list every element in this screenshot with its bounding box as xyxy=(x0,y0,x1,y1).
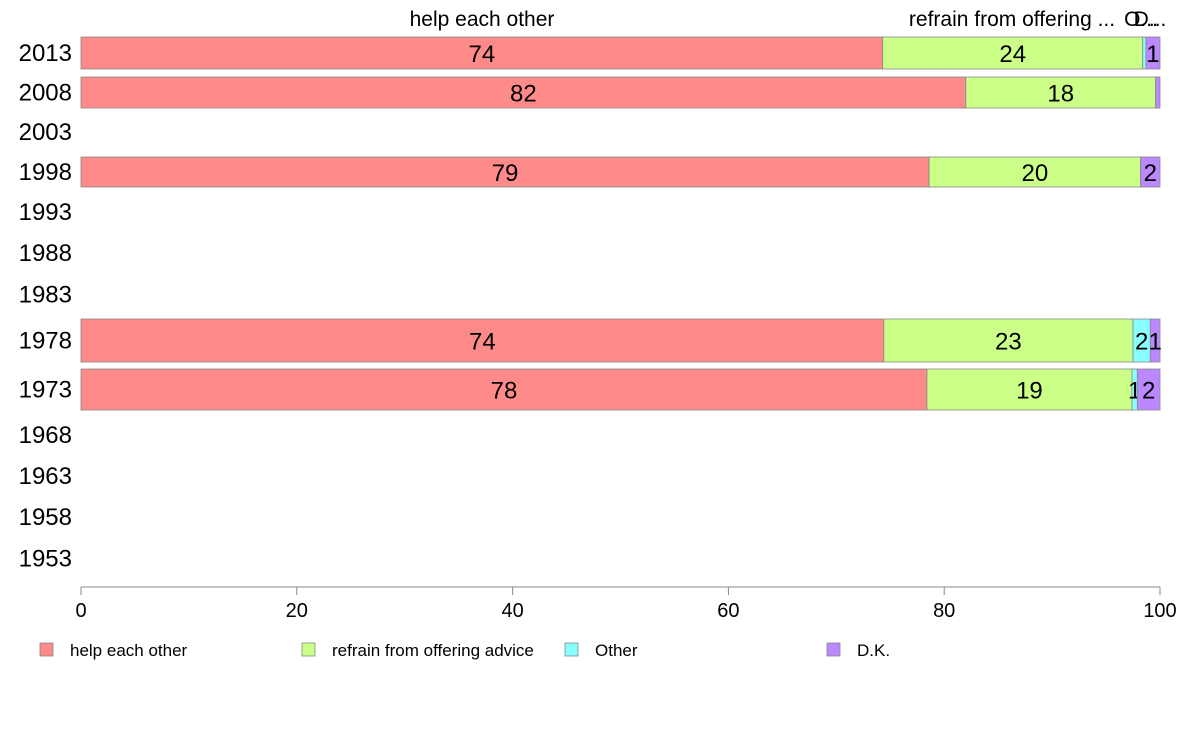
bar-value-label: 74 xyxy=(468,41,495,68)
x-tick-label: 80 xyxy=(933,600,955,622)
year-label: 2008 xyxy=(19,80,72,107)
bar-value-label: 1 xyxy=(1146,41,1159,68)
x-tick-label: 20 xyxy=(286,600,308,622)
bar-value-label: 2 xyxy=(1144,160,1157,187)
year-label: 1978 xyxy=(19,328,72,355)
bar-value-label: 23 xyxy=(995,329,1022,356)
x-tick-label: 40 xyxy=(501,600,523,622)
bar-value-label: 79 xyxy=(492,160,519,187)
bar-segment xyxy=(1136,368,1161,411)
year-label: 2003 xyxy=(19,119,72,146)
series-top-label: D... xyxy=(1134,8,1167,31)
year-label: 1963 xyxy=(19,463,72,490)
bar-segment xyxy=(1149,318,1161,363)
x-tick-label: 0 xyxy=(75,600,86,622)
legend-swatch xyxy=(301,642,316,657)
bar-segment xyxy=(926,368,1133,411)
bar-value-label: 74 xyxy=(469,329,496,356)
bar-segment xyxy=(80,76,967,109)
bar-value-label: 2 xyxy=(1135,329,1148,356)
bar-value-label: 18 xyxy=(1047,81,1074,108)
bar-segment xyxy=(928,156,1141,188)
year-label: 1968 xyxy=(19,422,72,449)
legend-swatch xyxy=(39,642,54,657)
bar-segment xyxy=(883,318,1134,363)
series-top-label: O... xyxy=(1124,8,1158,31)
series-top-label: refrain from offering ... xyxy=(909,8,1115,31)
year-label: 2013 xyxy=(19,40,72,67)
year-label: 1958 xyxy=(19,504,72,531)
year-label: 1993 xyxy=(19,199,72,226)
x-tick-label: 60 xyxy=(717,600,739,622)
bar-segment xyxy=(1145,36,1161,70)
bar-value-label: 24 xyxy=(999,41,1026,68)
bar-segment xyxy=(80,318,885,363)
bar-value-label: 78 xyxy=(491,378,518,405)
bar-value-label: 1 xyxy=(1148,329,1161,356)
legend-swatch xyxy=(564,642,579,657)
year-label: 1998 xyxy=(19,159,72,186)
year-label: 1973 xyxy=(19,377,72,404)
bar-segment xyxy=(965,76,1157,109)
bar-segment xyxy=(1140,156,1161,188)
legend-label: Other xyxy=(595,641,638,660)
bar-segment xyxy=(1155,76,1161,109)
bar-segment xyxy=(80,36,884,70)
legend-label: help each other xyxy=(70,641,188,660)
legend-label: refrain from offering advice xyxy=(332,641,534,660)
bar-value-label: 19 xyxy=(1016,378,1043,405)
bar-value-label: 82 xyxy=(510,81,537,108)
year-label: 1983 xyxy=(19,282,72,309)
bar-segment xyxy=(80,156,930,188)
bar-segment xyxy=(882,36,1144,70)
year-label: 1953 xyxy=(19,546,72,573)
bar-value-label: 20 xyxy=(1021,160,1048,187)
bar-value-label: 2 xyxy=(1142,378,1155,405)
x-tick-label: 100 xyxy=(1143,600,1176,622)
legend-swatch xyxy=(826,642,841,657)
series-top-label: help each other xyxy=(410,8,555,31)
year-label: 1988 xyxy=(19,240,72,267)
legend-label: D.K. xyxy=(857,641,890,660)
